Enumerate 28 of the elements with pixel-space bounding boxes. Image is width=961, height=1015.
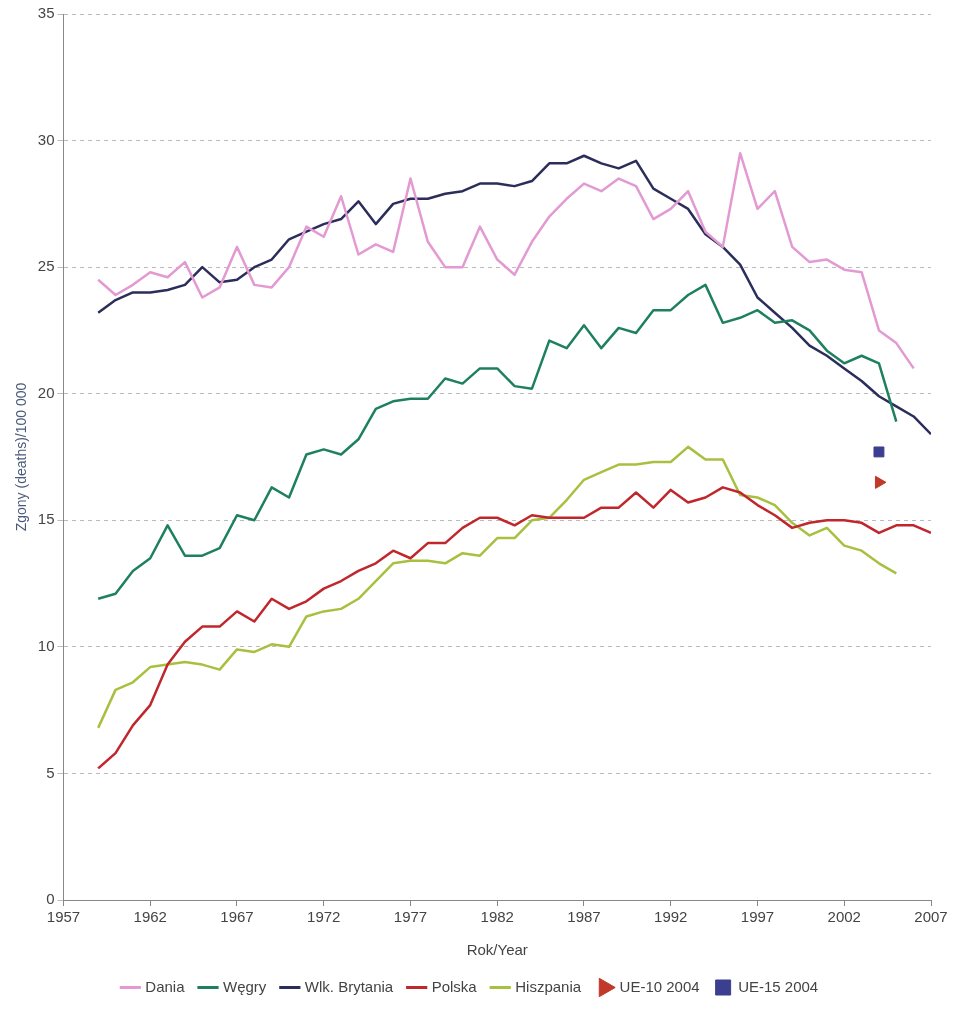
legend-label: Hiszpania (515, 977, 582, 995)
legend-label: Węgry (223, 977, 267, 995)
y-axis-title: Zgony (deaths)/100 000 (13, 382, 30, 532)
y-tick-label: 20 (37, 383, 55, 401)
y-tick-label: 0 (46, 890, 55, 908)
x-tick-label: 1997 (740, 908, 775, 926)
legend-label: Polska (431, 977, 478, 995)
y-tick-label: 15 (37, 510, 55, 528)
y-tick-label: 5 (46, 763, 55, 781)
x-tick-label: 1982 (480, 908, 514, 926)
x-tick-label: 1967 (220, 908, 254, 926)
x-tick-label: 1957 (46, 908, 81, 926)
x-tick-label: 1962 (133, 908, 167, 926)
x-tick-label: 1977 (393, 908, 428, 926)
y-tick-label: 10 (37, 637, 55, 654)
x-tick-label: 1987 (567, 908, 601, 926)
x-tick-label: 2007 (914, 908, 948, 926)
x-axis-title: Rok/Year (466, 941, 528, 959)
x-tick-label: 1992 (654, 908, 688, 926)
legend-label: Wlk. Brytania (304, 977, 394, 995)
y-tick-label: 25 (37, 257, 55, 275)
y-tick-label: 30 (37, 130, 55, 148)
legend-label: UE-10 2004 (619, 977, 700, 995)
legend-label: UE-15 2004 (738, 977, 819, 995)
x-tick-label: 1972 (307, 908, 341, 926)
legend-label: Dania (145, 977, 186, 995)
y-tick-label: 35 (37, 4, 55, 22)
x-tick-label: 2002 (827, 908, 861, 926)
